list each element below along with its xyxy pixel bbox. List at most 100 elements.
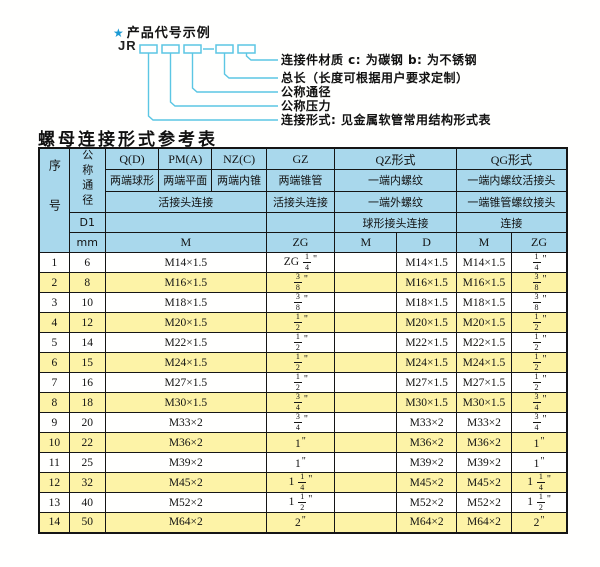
inch-mark: " (303, 394, 308, 405)
cell-m: M39×2 (104, 452, 267, 473)
cell-qg-m: M14×1.5 (455, 252, 513, 273)
cell-qz-m (334, 312, 398, 333)
cell-qg-m: M20×1.5 (455, 312, 513, 333)
inch-mark: " (542, 334, 547, 345)
table-row: 12 32 M45×2 1 1 4 " M45×2 M45×2 1 1 4 " (38, 472, 568, 493)
cell-m: M22×1.5 (104, 332, 267, 353)
code-label-diameter: 公称通径 (281, 85, 332, 99)
header-pma-type: 两端平面 (158, 169, 213, 192)
cell-qz-d: M30×1.5 (396, 392, 457, 413)
table-row: 13 40 M52×2 1 1 2 " M52×2 M52×2 1 1 2 " (38, 492, 568, 513)
cell-gz-zg: 1 2 " (265, 312, 336, 333)
cell-qg-m: M36×2 (455, 432, 513, 453)
cell-qg-zg: 3 8 " (511, 272, 568, 293)
cell-seq: 8 (38, 392, 70, 413)
cell-m: M18×1.5 (104, 292, 267, 313)
inch-mark: " (546, 494, 551, 505)
cell-qz-d: M22×1.5 (396, 332, 457, 353)
table-row: 7 16 M27×1.5 1 2 " M27×1.5 M27×1.5 1 2 " (38, 372, 568, 393)
cell-gz-zg: 3 8 " (265, 292, 336, 313)
cell-qz-d: M52×2 (396, 492, 457, 513)
header-group-qg: QG形式 (455, 147, 568, 170)
table-row: 6 15 M24×1.5 1 2 " M24×1.5 M24×1.5 1 2 " (38, 352, 568, 373)
table-title: 螺母连接形式参考表 (38, 130, 218, 150)
cell-gz-zg: 1 2 " (265, 352, 336, 373)
cell-dn: 18 (68, 392, 106, 413)
cell-seq: 10 (38, 432, 70, 453)
inch-mark: " (303, 314, 308, 325)
inch-mark: " (542, 274, 547, 285)
cell-seq: 1 (38, 252, 70, 273)
cell-gz-zg: 2" (265, 512, 336, 533)
inch-mark: " (542, 374, 547, 385)
cell-dn: 16 (68, 372, 106, 393)
cell-gz-zg: 1" (265, 452, 336, 473)
cell-dn: 8 (68, 272, 106, 293)
header-group-pma: PM(A) (158, 147, 213, 170)
cell-m: M30×1.5 (104, 392, 267, 413)
cell-gz-zg: 1 1 4 " (265, 472, 336, 493)
header-dn: 公称通径 (68, 147, 106, 213)
cell-qg-zg: 1 2 " (511, 372, 568, 393)
cell-m: M14×1.5 (104, 252, 267, 273)
header-qg-conn: 连接 (455, 212, 568, 233)
cell-seq: 7 (38, 372, 70, 393)
header-empty-gz (265, 212, 336, 233)
cell-qg-zg: 3 4 " (511, 392, 568, 413)
table-row: 1 6 M14×1.5 ZG 1 4 " M14×1.5 M14×1.5 1 4 " (38, 252, 568, 273)
inch-mark: " (303, 334, 308, 345)
table-row: 11 25 M39×2 1" M39×2 M39×2 1" (38, 452, 568, 473)
table-row: 14 50 M64×2 2" M64×2 M64×2 2" (38, 512, 568, 533)
cell-seq: 6 (38, 352, 70, 373)
cell-qz-d: M16×1.5 (396, 272, 457, 293)
inch-mark: " (546, 474, 551, 485)
cell-qg-m: M18×1.5 (455, 292, 513, 313)
header-m-qz: M (334, 232, 398, 253)
inch-mark: " (542, 254, 547, 265)
cell-qg-zg: 1" (511, 432, 568, 453)
cell-dn: 10 (68, 292, 106, 313)
header-d-qz: D (396, 232, 457, 253)
header-mm: mm (68, 232, 106, 253)
header-group-nzc: NZ(C) (211, 147, 267, 170)
cell-qz-m (334, 332, 398, 353)
star-icon: ★ (113, 26, 125, 40)
cell-seq: 9 (38, 412, 70, 433)
cell-qz-m (334, 492, 398, 513)
cell-dn: 40 (68, 492, 106, 513)
cell-seq: 12 (38, 472, 70, 493)
cell-seq: 5 (38, 332, 70, 353)
connector-lines (147, 53, 278, 121)
table-row: 8 18 M30×1.5 3 4 " M30×1.5 M30×1.5 3 4 " (38, 392, 568, 413)
code-label-material: 连接件材质 c: 为碳钢 b: 为不锈钢 (281, 53, 478, 67)
cell-m: M52×2 (104, 492, 267, 513)
header-gz-union-conn: 活接头连接 (265, 190, 336, 213)
cell-qg-m: M30×1.5 (455, 392, 513, 413)
cell-qg-m: M22×1.5 (455, 332, 513, 353)
header-qd-type: 两端球形 (104, 169, 160, 192)
table-row: 4 12 M20×1.5 1 2 " M20×1.5 M20×1.5 1 2 " (38, 312, 568, 333)
cell-qz-d: M20×1.5 (396, 312, 457, 333)
cell-gz-zg: 3 4 " (265, 412, 336, 433)
header-qg-taper-joint: 一端锥管螺纹接头 (455, 190, 568, 213)
header-group-gz: GZ (265, 147, 336, 170)
cell-seq: 14 (38, 512, 70, 533)
inch-mark: " (301, 435, 306, 447)
cell-qz-d: M64×2 (396, 512, 457, 533)
header-nzc-type: 两端内锥 (211, 169, 267, 192)
inch-mark: " (313, 254, 318, 265)
table-body: 1 6 M14×1.5 ZG 1 4 " M14×1.5 M14×1.5 1 4 " 2 8 M16×1.… (38, 252, 568, 533)
inch-mark: " (303, 294, 308, 305)
